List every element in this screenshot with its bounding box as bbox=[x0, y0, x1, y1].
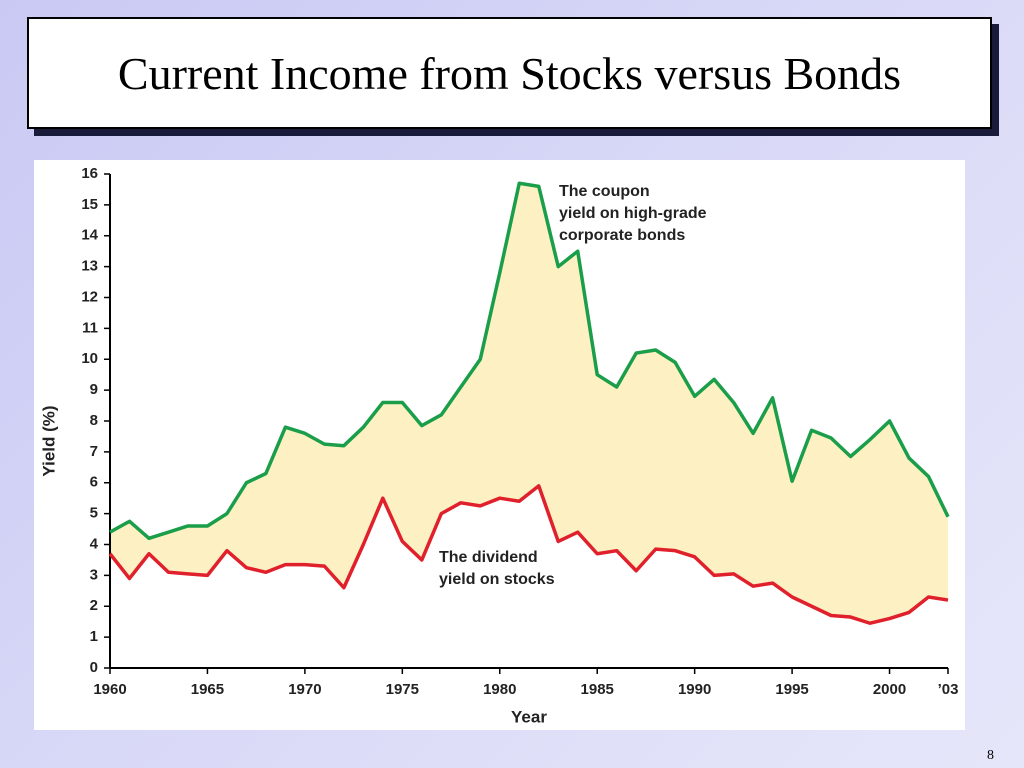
x-tick-label: 2000 bbox=[873, 681, 906, 698]
y-tick-label: 0 bbox=[90, 659, 98, 676]
annotation: yield on high-grade bbox=[559, 205, 707, 222]
y-tick-label: 3 bbox=[90, 566, 98, 583]
y-tick-label: 12 bbox=[81, 288, 98, 305]
x-tick-label: 1990 bbox=[678, 681, 711, 698]
y-tick-label: 6 bbox=[90, 474, 98, 491]
page-number: 8 bbox=[987, 748, 994, 763]
x-tick-label: 1965 bbox=[191, 681, 224, 698]
y-tick-label: 4 bbox=[90, 535, 99, 552]
y-tick-label: 15 bbox=[81, 196, 98, 213]
x-axis-label: Year bbox=[511, 707, 547, 726]
y-tick-label: 1 bbox=[90, 628, 98, 645]
chart-title: Current Income from Stocks versus Bonds bbox=[117, 47, 902, 99]
x-tick-label: 1980 bbox=[483, 681, 516, 698]
x-tick-label: 1970 bbox=[288, 681, 321, 698]
chart-panel: 0 1 2 3 4 5 6 7 8 9 10 11 12 13 14 15 16 1960 1965 1970 1975… bbox=[34, 160, 965, 730]
y-tick-label: 13 bbox=[81, 258, 98, 275]
x-tick-label: ’03 bbox=[938, 681, 959, 698]
series-line bbox=[109, 181, 950, 541]
band-fill bbox=[110, 183, 948, 624]
x-tick-label: 1960 bbox=[93, 681, 126, 698]
y-tick-label: 16 bbox=[81, 165, 98, 182]
y-tick-label: 8 bbox=[90, 412, 98, 429]
annotation: The coupon bbox=[559, 183, 650, 200]
x-tick-label: 1995 bbox=[775, 681, 808, 698]
title-box: Current Income from Stocks versus Bonds bbox=[27, 17, 992, 129]
annotation: corporate bonds bbox=[559, 227, 685, 244]
y-tick-label: 10 bbox=[81, 350, 98, 367]
x-tick-label: 1985 bbox=[581, 681, 614, 698]
y-tick-label: 5 bbox=[90, 505, 98, 522]
y-tick-label: 2 bbox=[90, 597, 98, 614]
y-tick-label: 9 bbox=[90, 381, 98, 398]
x-tick-label: 1975 bbox=[386, 681, 419, 698]
y-axis-label: Yield (%) bbox=[39, 405, 58, 476]
y-tick-label: 7 bbox=[90, 443, 98, 460]
y-tick-label: 14 bbox=[81, 227, 98, 244]
series-line bbox=[108, 484, 949, 625]
annotation: yield on stocks bbox=[439, 571, 555, 588]
y-tick-label: 11 bbox=[82, 319, 98, 336]
annotation: The dividend bbox=[439, 549, 538, 566]
